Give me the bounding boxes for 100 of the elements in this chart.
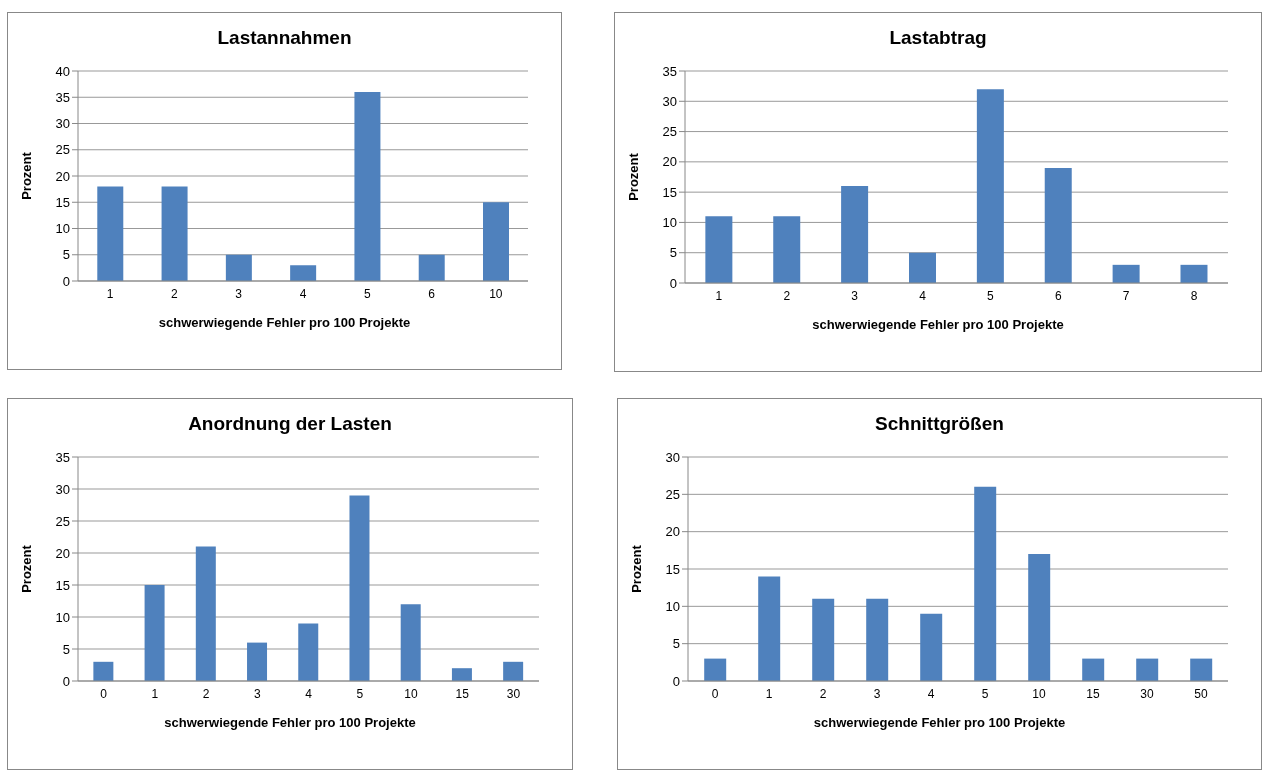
- y-tick-label: 30: [55, 116, 70, 132]
- y-tick-label: 15: [55, 577, 70, 593]
- x-tick-label: 6: [428, 286, 436, 301]
- x-tick-label: 4: [305, 686, 313, 701]
- x-tick-label: 1: [106, 286, 114, 301]
- x-tick-label: 4: [919, 288, 927, 303]
- x-axis-title: schwerwiegende Fehler pro 100 Projekte: [163, 715, 417, 730]
- x-axis-title: schwerwiegende Fehler pro 100 Projekte: [811, 317, 1065, 332]
- y-tick-label: 25: [662, 124, 677, 140]
- y-tick-label: 30: [665, 449, 680, 465]
- bar: [1112, 264, 1140, 283]
- x-tick-label: 2: [202, 686, 210, 701]
- bar: [976, 89, 1004, 283]
- x-tick-label: 2: [819, 686, 827, 701]
- y-tick-label: 10: [55, 609, 70, 625]
- bar: [974, 486, 997, 681]
- x-tick-label: 3: [235, 286, 243, 301]
- bar: [225, 254, 252, 281]
- x-tick-label: 7: [1122, 288, 1130, 303]
- x-tick-label: 5: [363, 286, 371, 301]
- bar: [1028, 554, 1051, 681]
- x-tick-label: 4: [927, 686, 935, 701]
- bar: [161, 186, 188, 281]
- x-tick-label: 3: [851, 288, 859, 303]
- y-tick-label: 25: [665, 486, 680, 502]
- bar: [773, 216, 801, 283]
- bar: [908, 252, 936, 283]
- y-tick-label: 35: [55, 449, 70, 465]
- x-tick-label: 10: [1032, 686, 1046, 701]
- y-tick-label: 20: [55, 545, 70, 561]
- bar: [483, 202, 509, 281]
- bar: [1082, 658, 1105, 681]
- x-tick-label: 5: [356, 686, 364, 701]
- x-tick-label: 30: [1140, 686, 1154, 701]
- bar: [920, 613, 943, 681]
- y-tick-label: 15: [665, 561, 680, 577]
- x-tick-label: 2: [783, 288, 791, 303]
- y-tick-label: 40: [55, 63, 70, 79]
- x-tick-label: 0: [100, 686, 108, 701]
- x-tick-label: 0: [711, 686, 719, 701]
- bar: [400, 604, 421, 681]
- bar: [1190, 658, 1213, 681]
- x-tick-label: 30: [506, 686, 521, 701]
- chart-title: Lastabtrag: [888, 27, 988, 50]
- y-tick-label: 30: [55, 481, 70, 497]
- y-tick-label: 0: [672, 673, 680, 689]
- x-tick-label: 1: [715, 288, 723, 303]
- bar: [93, 661, 114, 681]
- x-tick-label: 10: [404, 686, 418, 701]
- x-tick-label: 15: [1086, 686, 1100, 701]
- y-axis-title: Prozent: [18, 544, 34, 593]
- x-axis-title: schwerwiegende Fehler pro 100 Projekte: [812, 715, 1067, 730]
- y-tick-label: 10: [662, 215, 677, 231]
- y-tick-label: 0: [669, 275, 677, 291]
- bar: [705, 216, 733, 283]
- x-tick-label: 10: [489, 286, 503, 301]
- bar: [1180, 264, 1208, 283]
- bar: [97, 186, 124, 281]
- x-tick-label: 2: [171, 286, 179, 301]
- y-tick-label: 35: [662, 63, 677, 79]
- x-tick-label: 5: [981, 686, 989, 701]
- y-tick-label: 15: [55, 194, 70, 210]
- y-tick-label: 20: [55, 168, 70, 184]
- y-tick-label: 15: [662, 184, 677, 200]
- bar: [758, 576, 781, 681]
- y-axis-title: Prozent: [18, 151, 34, 200]
- x-tick-label: 6: [1054, 288, 1062, 303]
- bar: [290, 265, 317, 281]
- y-tick-label: 25: [55, 513, 70, 529]
- y-tick-label: 5: [62, 641, 70, 657]
- bar: [354, 92, 381, 281]
- bar: [195, 546, 216, 681]
- y-tick-label: 25: [55, 142, 70, 158]
- y-tick-label: 0: [62, 273, 70, 289]
- y-tick-label: 20: [665, 524, 680, 540]
- chart-title: Anordnung der Lasten: [187, 413, 393, 436]
- bar: [451, 668, 472, 681]
- bar: [503, 661, 524, 681]
- x-tick-label: 15: [455, 686, 470, 701]
- y-tick-label: 10: [665, 598, 680, 614]
- bar: [144, 585, 165, 681]
- bar: [349, 495, 370, 681]
- bar: [298, 623, 319, 681]
- x-tick-label: 8: [1190, 288, 1198, 303]
- chart-title: Schnittgrößen: [874, 413, 1005, 436]
- x-tick-label: 5: [987, 288, 995, 303]
- x-axis-title: schwerwiegende Fehler pro 100 Projekte: [157, 315, 412, 330]
- y-axis-title: Prozent: [625, 152, 641, 201]
- bar: [704, 658, 727, 681]
- y-tick-label: 10: [55, 221, 70, 237]
- chart-title: Lastannahmen: [216, 27, 353, 50]
- y-tick-label: 5: [669, 245, 677, 261]
- x-tick-label: 4: [299, 286, 307, 301]
- y-tick-label: 20: [662, 154, 677, 170]
- y-tick-label: 30: [662, 93, 677, 109]
- x-tick-label: 3: [253, 686, 261, 701]
- x-tick-label: 3: [873, 686, 881, 701]
- bar: [866, 598, 889, 681]
- y-tick-label: 5: [62, 247, 70, 263]
- bar: [1044, 167, 1072, 283]
